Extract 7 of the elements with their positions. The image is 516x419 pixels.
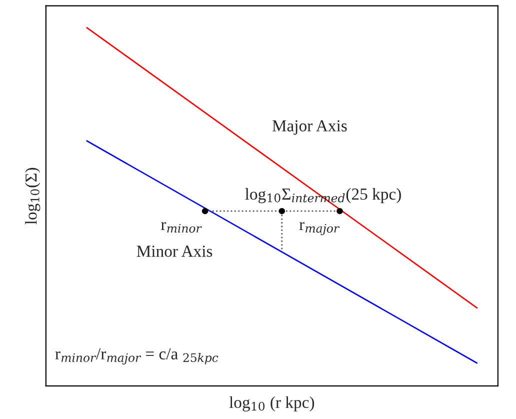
annotation: r$_{major}$ (299, 222, 340, 236)
annotation: Minor Axis (136, 246, 212, 257)
annotation: r$_{minor}$/r$_{major}$ = c/a $_{25kpc}$ (55, 348, 218, 364)
x-axis-title: log$_{10}$ (r kpc) (229, 396, 314, 412)
annotation: Major Axis (272, 120, 347, 135)
annotation: r$_{minor}$ (161, 222, 202, 233)
y-axis-title: log$_{10}$(Σ) (25, 168, 40, 224)
